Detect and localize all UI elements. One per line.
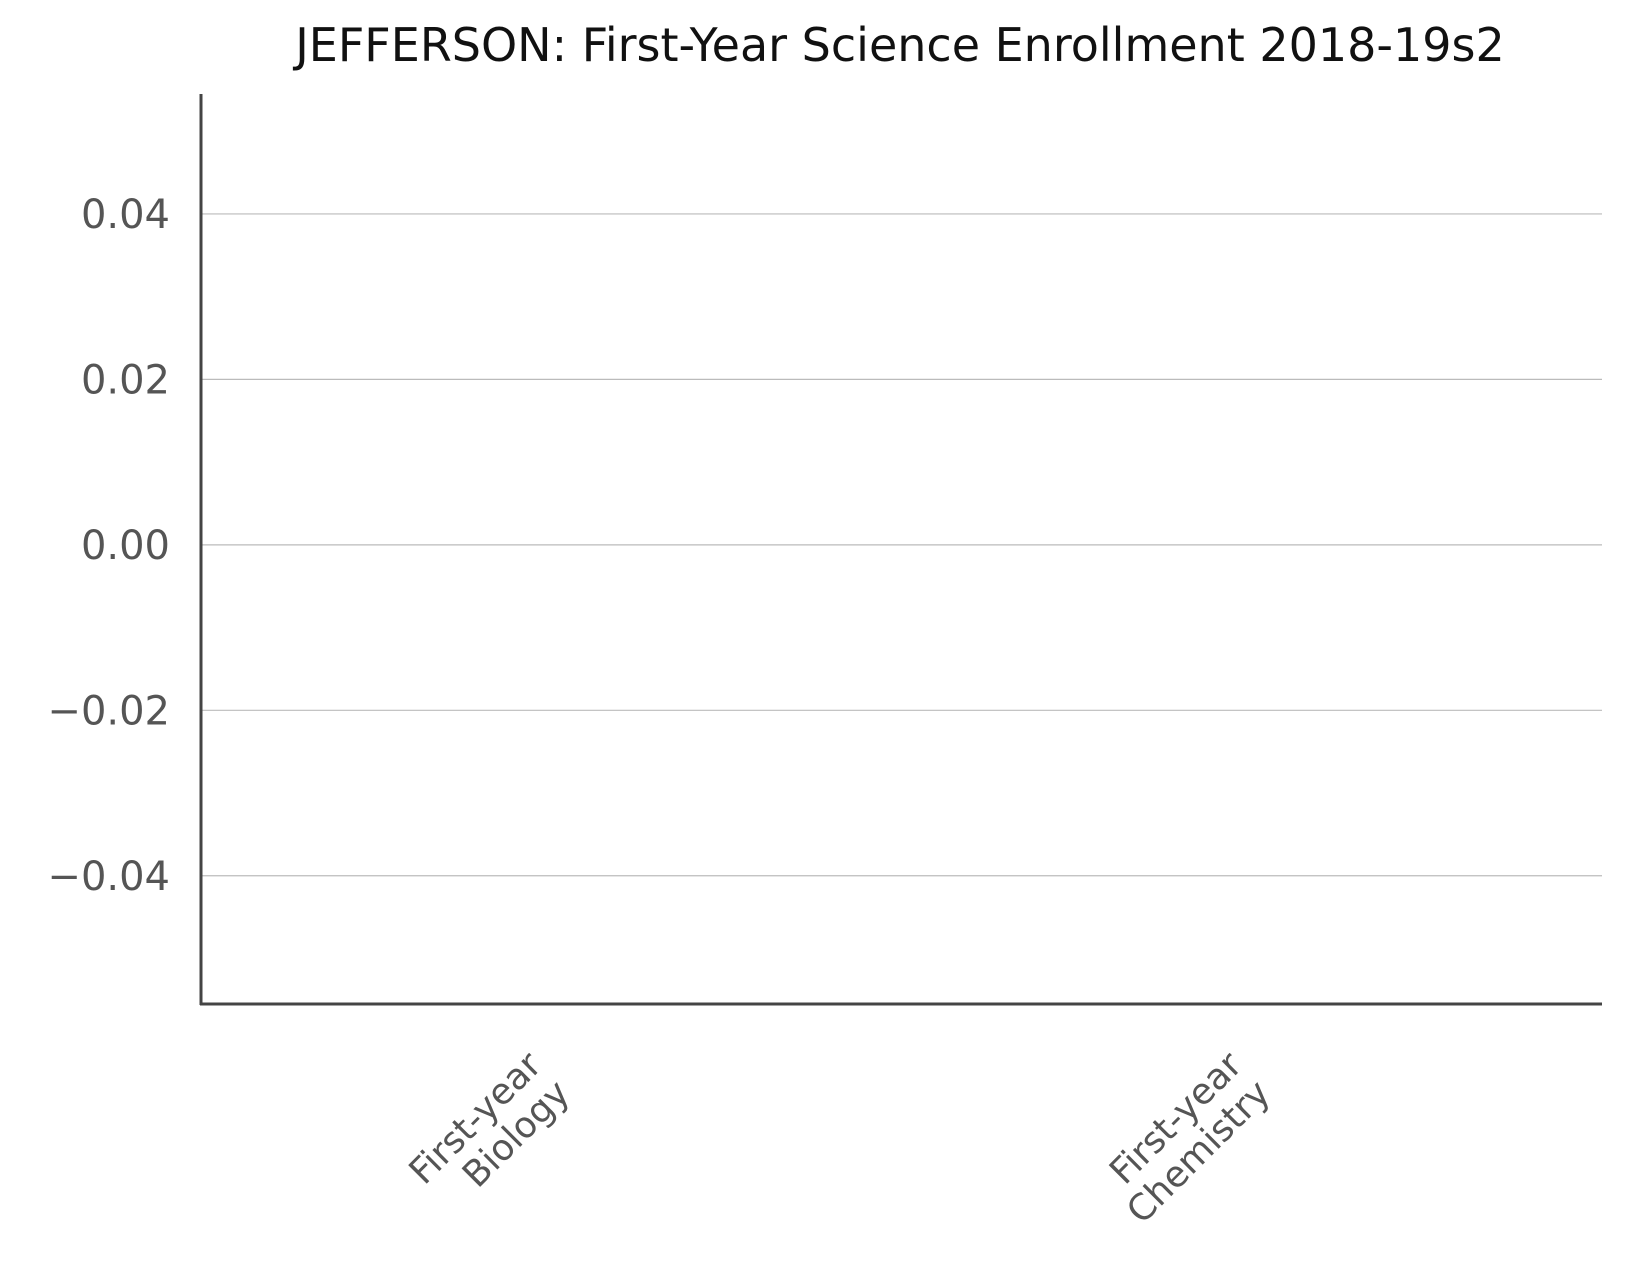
y-tick-label: 0.04 [81,192,170,238]
y-tick-label: 0.00 [81,523,170,569]
axes [199,94,1602,1006]
y-tick-label: 0.02 [81,357,170,403]
y-tick-label: −0.04 [47,854,170,900]
gridlines [201,213,1602,877]
y-tick-labels: 0.04 0.02 0.00 −0.02 −0.04 [47,192,170,900]
y-tick-label: −0.02 [47,688,170,734]
chart-title: JEFFERSON: First-Year Science Enrollment… [295,18,1505,72]
